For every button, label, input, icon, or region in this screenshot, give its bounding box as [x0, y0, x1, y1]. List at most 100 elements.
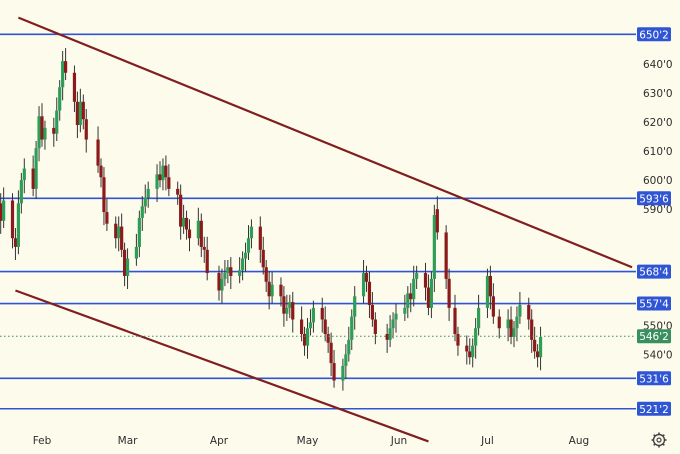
candle [515, 306, 519, 342]
level-badge-1-label: 593'6 [639, 193, 669, 205]
candle [34, 140, 38, 200]
candle-body [515, 316, 519, 329]
candle-body [406, 293, 410, 308]
candle-body [391, 319, 395, 329]
candle [456, 326, 460, 356]
candle-body [527, 304, 531, 320]
candle [176, 181, 180, 205]
candle [202, 236, 206, 263]
candle [412, 265, 416, 307]
candle-body [285, 307, 289, 314]
candle [409, 283, 413, 313]
candle [96, 126, 100, 173]
candle [40, 103, 44, 147]
candle [361, 259, 366, 304]
candle-body [471, 345, 475, 358]
candle-body [2, 200, 6, 221]
candle [220, 268, 224, 304]
candle [13, 228, 18, 260]
candle-body [0, 203, 3, 221]
trend-line-0 [17, 16, 633, 269]
candle [350, 309, 354, 350]
candle [61, 50, 65, 101]
gear-icon[interactable] [651, 432, 667, 448]
candle-body [512, 328, 516, 337]
candle [241, 251, 245, 281]
current-price-badge-label: 546'2 [639, 331, 669, 343]
candle-body [370, 304, 374, 320]
candle-body [72, 72, 77, 102]
candle-body [344, 354, 348, 366]
candle-body [43, 127, 47, 140]
candle-body [536, 351, 540, 358]
candle-body [164, 165, 168, 178]
candle [291, 291, 295, 333]
candle-body [485, 275, 490, 308]
candle [187, 219, 192, 252]
candle [167, 164, 171, 197]
candle [105, 199, 109, 231]
candle-body [123, 249, 127, 276]
candle-body [61, 61, 65, 88]
candle-body [58, 87, 62, 111]
candle [477, 294, 481, 336]
candle-body [530, 319, 534, 340]
candles [0, 48, 543, 391]
candle-body [279, 284, 283, 297]
x-tick-label: Jul [480, 435, 494, 447]
candle-body [16, 203, 20, 247]
trend-lines [15, 16, 633, 443]
candle-body [146, 188, 150, 198]
candle [308, 309, 313, 336]
level-badge-4-bg [637, 371, 671, 386]
candle-body [302, 334, 307, 346]
level-badge-4: 531'6 [637, 371, 671, 386]
candle-body [134, 246, 138, 259]
candle [432, 204, 436, 292]
level-badge-1-bg [637, 191, 671, 206]
candle [471, 338, 475, 368]
candle-body [432, 215, 436, 279]
candle-body [468, 351, 472, 358]
candle [143, 184, 147, 214]
y-tick-label: 610'0 [643, 146, 673, 158]
candle-body [435, 209, 439, 233]
candle-body [84, 119, 88, 140]
candle [300, 306, 304, 342]
candle [243, 242, 248, 272]
candle-body [37, 116, 41, 149]
candle-body [456, 334, 460, 346]
candle-body [167, 177, 171, 189]
candle-body [409, 293, 413, 300]
candle-body [187, 229, 192, 239]
candle [518, 291, 522, 324]
candle-body [243, 252, 248, 259]
candle [0, 193, 3, 234]
candle [117, 216, 121, 252]
candle [530, 309, 534, 353]
candle [261, 236, 265, 275]
candle [509, 306, 513, 345]
candle [426, 274, 431, 316]
candle-body [394, 313, 398, 320]
candle-body [40, 116, 44, 140]
candle [184, 210, 189, 240]
candle-body [261, 249, 265, 268]
candle-body [518, 304, 522, 317]
candle-body [105, 212, 109, 224]
candle-body [184, 217, 189, 230]
candle [468, 338, 472, 365]
candle-body [199, 220, 203, 247]
candle-body [223, 273, 227, 279]
candle [84, 109, 88, 153]
candle-body [143, 197, 147, 207]
candle [37, 106, 41, 162]
candle [326, 326, 330, 353]
candle-body [364, 273, 369, 282]
candle [134, 233, 138, 266]
candle-body [217, 273, 221, 291]
candle-body [320, 307, 324, 320]
candle [258, 216, 262, 263]
candle-body [34, 148, 38, 189]
